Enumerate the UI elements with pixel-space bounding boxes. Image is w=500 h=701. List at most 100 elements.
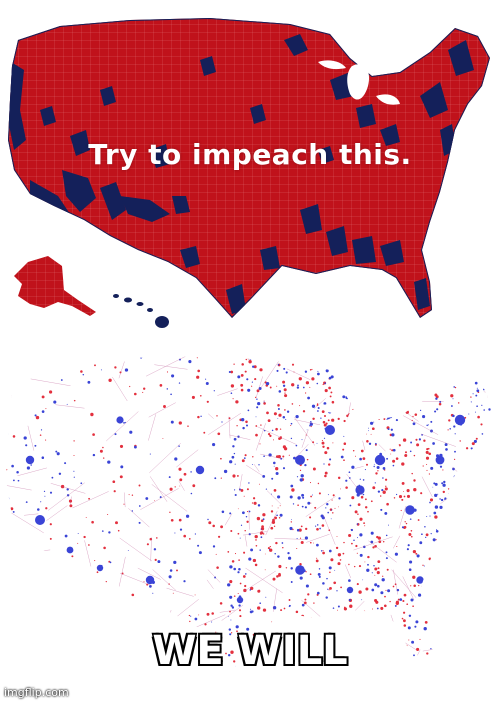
road-line <box>119 537 153 562</box>
dot <box>409 518 412 520</box>
dot <box>378 418 380 420</box>
dot <box>479 558 482 561</box>
dot <box>10 507 14 511</box>
dot <box>229 512 232 515</box>
dot <box>323 437 326 439</box>
dot <box>16 471 19 474</box>
road-line <box>486 485 492 489</box>
dot <box>485 550 488 553</box>
dot <box>307 593 310 596</box>
dot <box>448 493 450 495</box>
road-line <box>119 573 153 587</box>
dot <box>242 575 246 578</box>
dot <box>238 604 241 607</box>
dot <box>194 533 197 535</box>
dot <box>286 410 290 413</box>
dot <box>475 592 477 594</box>
dot <box>469 340 472 343</box>
dot <box>398 375 401 378</box>
dot <box>370 413 373 417</box>
dot <box>274 516 278 520</box>
road-line <box>294 417 316 446</box>
dot <box>472 368 475 370</box>
dot <box>2 569 5 572</box>
dot <box>349 341 352 344</box>
dot <box>462 494 464 497</box>
dot <box>94 364 96 367</box>
dot <box>413 654 415 657</box>
dot <box>416 443 420 447</box>
dot <box>338 506 339 508</box>
dot <box>178 421 182 425</box>
dot <box>361 677 363 679</box>
dot <box>437 561 440 564</box>
dot <box>444 349 446 351</box>
dot <box>270 526 274 530</box>
dot <box>480 504 483 507</box>
dot <box>349 604 353 608</box>
dot <box>345 479 348 482</box>
dot <box>217 432 221 436</box>
dot <box>329 571 331 574</box>
dot <box>355 544 358 548</box>
dot <box>337 616 340 619</box>
dot <box>235 400 239 404</box>
dot <box>364 561 366 563</box>
dot <box>491 452 492 454</box>
dot <box>337 417 340 421</box>
dot <box>8 615 12 619</box>
dot <box>496 408 498 410</box>
dot <box>448 419 451 422</box>
road-line <box>266 490 282 505</box>
dot <box>388 393 392 397</box>
dot <box>309 516 312 519</box>
dot <box>257 504 261 507</box>
dot <box>16 612 18 614</box>
dot <box>179 485 181 487</box>
dot <box>426 652 429 655</box>
dot <box>208 521 212 525</box>
dot <box>295 625 297 627</box>
dot <box>489 495 492 499</box>
dot <box>241 459 245 463</box>
dot <box>383 374 386 378</box>
dot <box>306 618 308 620</box>
dot <box>422 465 424 467</box>
dot <box>262 608 267 612</box>
dot <box>321 441 325 445</box>
dot <box>313 622 315 623</box>
dot <box>229 633 232 636</box>
road-line <box>296 444 309 457</box>
dot <box>73 440 75 442</box>
road-line <box>402 576 415 601</box>
dot <box>166 388 169 390</box>
dot <box>238 568 241 571</box>
dot <box>252 558 257 563</box>
dot <box>353 539 355 541</box>
dot <box>305 527 308 531</box>
dot <box>433 482 436 485</box>
dot <box>297 384 299 387</box>
dot <box>77 594 79 596</box>
dot <box>440 603 444 607</box>
dot <box>410 441 413 444</box>
dot <box>309 425 311 427</box>
dot <box>278 413 282 417</box>
dot <box>417 593 422 597</box>
dot <box>327 588 329 590</box>
dot <box>41 410 45 413</box>
dot <box>291 624 294 627</box>
dot <box>255 425 258 427</box>
dot <box>275 541 278 545</box>
dot <box>273 465 275 467</box>
dot <box>2 624 4 626</box>
dot <box>383 604 387 608</box>
dot <box>245 420 248 424</box>
dot <box>362 579 364 581</box>
dot <box>231 455 235 459</box>
dot <box>473 478 477 481</box>
dot <box>373 421 375 423</box>
dot <box>495 626 496 627</box>
dot <box>67 620 69 623</box>
dot <box>423 384 427 388</box>
